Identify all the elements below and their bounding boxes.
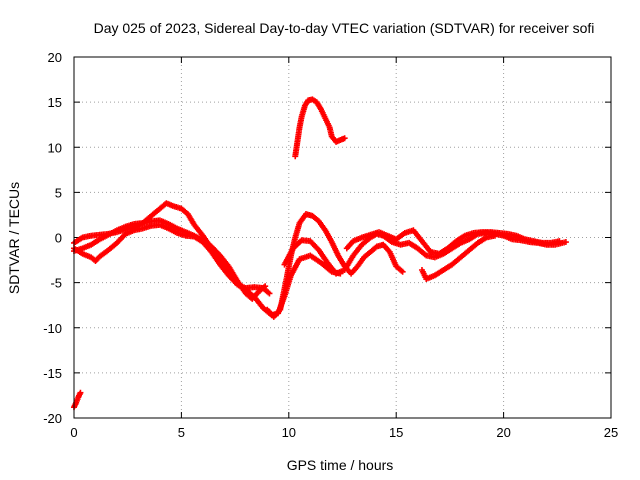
y-tick-label: 15 xyxy=(48,95,62,110)
data-point xyxy=(562,239,569,246)
y-tick-label: -15 xyxy=(43,366,62,381)
x-tick-label: 25 xyxy=(604,425,618,440)
y-tick-label: 0 xyxy=(55,231,62,246)
y-tick-label: -20 xyxy=(43,411,62,426)
y-tick-label: -10 xyxy=(43,321,62,336)
series-track-F xyxy=(343,227,563,257)
series-track-G xyxy=(418,232,499,283)
x-tick-label: 15 xyxy=(389,425,403,440)
series-track-B xyxy=(71,200,273,297)
series-early-short-arc xyxy=(71,389,84,411)
data-point xyxy=(492,232,499,239)
y-tick-label: -5 xyxy=(50,276,62,291)
y-axis-label: SDTVAR / TECUs xyxy=(6,182,22,294)
chart-title: Day 025 of 2023, Sidereal Day-to-day VTE… xyxy=(94,20,595,36)
grid-lines xyxy=(74,57,611,418)
series-high-arc xyxy=(292,96,348,160)
data-point xyxy=(266,290,273,297)
x-axis-label: GPS time / hours xyxy=(287,457,394,473)
y-tick-label: 10 xyxy=(48,140,62,155)
data-point xyxy=(556,238,563,245)
x-tick-label: 20 xyxy=(496,425,510,440)
series-track-C xyxy=(71,221,344,319)
plot-frame xyxy=(73,56,612,419)
x-tick-label: 5 xyxy=(178,425,185,440)
y-tick-label: 20 xyxy=(48,50,62,65)
data-markers xyxy=(71,96,569,411)
data-point xyxy=(77,389,84,396)
data-point xyxy=(341,135,348,142)
y-tick-label: 5 xyxy=(55,185,62,200)
x-tick-label: 0 xyxy=(70,425,77,440)
data-point xyxy=(399,268,406,275)
x-tick-label: 10 xyxy=(282,425,296,440)
series-track-D xyxy=(264,211,406,320)
